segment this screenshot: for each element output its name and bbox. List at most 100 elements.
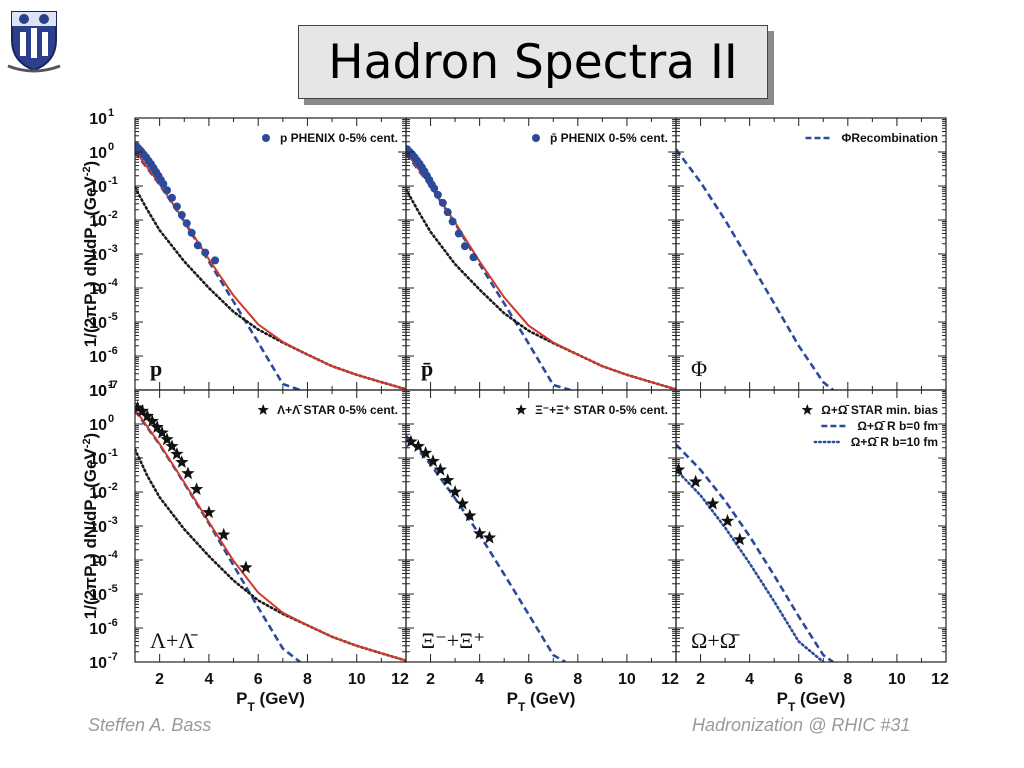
- y-tick-label: 10: [89, 315, 107, 332]
- data-point: [187, 228, 196, 237]
- data-point: [720, 514, 735, 527]
- footer-author: Steffen A. Bass: [88, 715, 212, 735]
- x-tick-label: 8: [573, 671, 582, 688]
- data-point: [201, 248, 210, 257]
- data-point: [482, 530, 497, 544]
- data-point: [438, 198, 447, 207]
- panel-label: Ω+Ω̄: [691, 628, 740, 653]
- legend-entry: p PHENIX 0-5% cent.: [280, 131, 398, 145]
- series-dashed-line: [676, 148, 834, 390]
- panel-label: Ξ⁻+Ξ⁺: [421, 628, 485, 653]
- data-point: [145, 414, 159, 427]
- data-point: [460, 242, 469, 251]
- legend-entry: Ω+Ω̄ R b=10 fm: [851, 435, 938, 449]
- legend-entry: Λ+Λ̄ STAR 0-5% cent.: [277, 403, 398, 417]
- y-tick-exponent: -3: [108, 243, 118, 255]
- series-dotted-line: [676, 468, 825, 662]
- data-point: [433, 462, 447, 476]
- y-tick-exponent: -4: [108, 277, 119, 289]
- x-tick-label: 10: [618, 671, 636, 688]
- series-dotted-line: [135, 186, 406, 390]
- data-point: [182, 219, 191, 228]
- y-tick-exponent: 1: [108, 107, 114, 119]
- data-point: [135, 404, 149, 417]
- y-tick-label: 10: [89, 145, 107, 162]
- data-point: [211, 256, 220, 265]
- x-tick-label: 6: [794, 671, 803, 688]
- y-tick-label: 10: [89, 417, 107, 434]
- y-tick-label: 10: [89, 111, 107, 128]
- panel-3-plot: [676, 148, 834, 390]
- x-tick-label: 12: [931, 671, 949, 688]
- y-tick-label: 10: [89, 519, 107, 536]
- data-point: [433, 190, 442, 199]
- y-tick-exponent: -1: [108, 447, 118, 459]
- x-tick-label: 2: [155, 671, 164, 688]
- panel-label: Λ+Λ̄: [150, 628, 198, 653]
- data-point: [181, 466, 195, 480]
- x-tick-label: 2: [426, 671, 435, 688]
- data-point: [175, 455, 189, 468]
- data-point: [454, 229, 463, 238]
- data-point: [155, 425, 169, 439]
- y-tick-label: 10: [89, 587, 107, 604]
- legend-entry: Ω+Ω̄ STAR min. bias: [821, 403, 938, 417]
- data-point: [172, 202, 181, 211]
- series-solid-line: [135, 150, 406, 390]
- panel-frame: [675, 117, 947, 391]
- legend-symbol: [801, 404, 813, 415]
- data-point: [217, 527, 231, 541]
- data-point: [159, 179, 168, 188]
- y-tick-label: 10: [89, 383, 107, 400]
- x-tick-label: 2: [696, 671, 705, 688]
- y-tick-exponent: -7: [108, 379, 118, 391]
- x-tick-label: 4: [204, 671, 213, 688]
- x-tick-label: 12: [391, 671, 409, 688]
- y-tick-label: 10: [89, 179, 107, 196]
- x-tick-label: 6: [524, 671, 533, 688]
- y-tick-label: 10: [89, 213, 107, 230]
- panel-frame: [405, 389, 677, 663]
- data-point: [177, 211, 186, 220]
- data-point: [426, 454, 440, 467]
- legend-symbol: [257, 404, 269, 415]
- data-point: [406, 434, 418, 448]
- data-point: [163, 186, 172, 195]
- panel-4-plot: [135, 400, 406, 662]
- y-tick-label: 10: [89, 451, 107, 468]
- y-tick-label: 10: [89, 553, 107, 570]
- x-axis-label: PT (GeV): [236, 689, 305, 714]
- title-box: Hadron Spectra II: [298, 25, 768, 99]
- series-dashed-line: [406, 434, 567, 662]
- y-tick-exponent: -2: [108, 481, 118, 493]
- y-tick-exponent: -1: [108, 175, 118, 187]
- x-tick-label: 8: [303, 671, 312, 688]
- x-tick-label: 4: [475, 671, 484, 688]
- y-tick-label: 10: [89, 655, 107, 672]
- panel-frame: [134, 117, 407, 391]
- page-title: Hadron Spectra II: [328, 34, 738, 90]
- legend-symbol: [261, 134, 270, 142]
- data-point: [239, 560, 253, 574]
- legend-entry: ΦRecombination: [841, 131, 938, 145]
- y-tick-exponent: -7: [108, 651, 118, 663]
- y-tick-exponent: -6: [108, 617, 118, 629]
- legend-symbol: [515, 404, 527, 415]
- y-tick-label: 10: [89, 281, 107, 298]
- y-tick-label: 10: [89, 621, 107, 638]
- data-point: [443, 208, 452, 217]
- footer-slide-info: Hadronization @ RHIC #31: [692, 715, 911, 735]
- data-point: [430, 184, 439, 193]
- data-point: [473, 526, 487, 540]
- panel-2-plot: [406, 145, 676, 390]
- y-tick-exponent: -2: [108, 209, 118, 221]
- data-point: [441, 473, 455, 486]
- legend-entry: Ω+Ω̄ R b=0 fm: [857, 419, 938, 433]
- y-tick-label: 10: [89, 349, 107, 366]
- legend-symbol: [531, 134, 540, 142]
- x-tick-label: 4: [745, 671, 754, 688]
- y-tick-label: 10: [89, 485, 107, 502]
- data-point: [167, 193, 176, 202]
- data-point: [689, 474, 703, 488]
- data-point: [706, 496, 720, 510]
